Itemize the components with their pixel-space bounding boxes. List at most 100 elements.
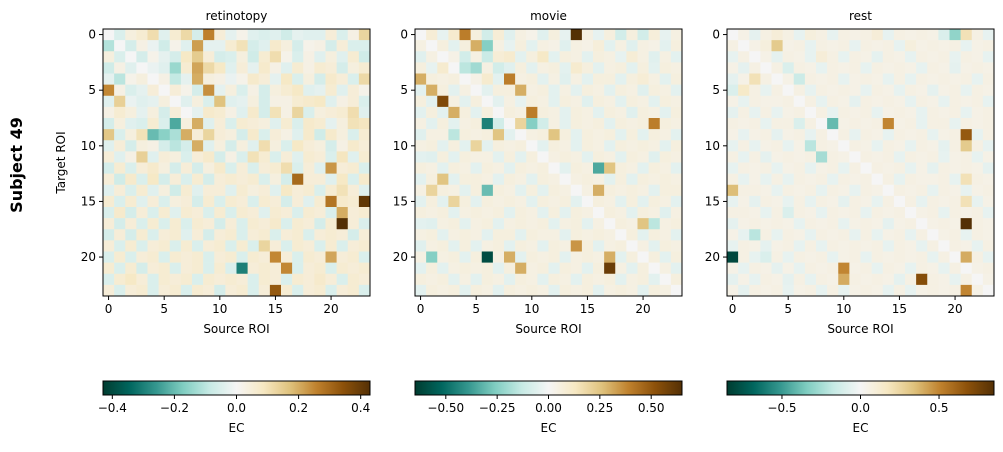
heatmap-cell (581, 184, 594, 197)
heatmap-cell (793, 106, 806, 119)
heatmap-cell (526, 240, 538, 252)
heatmap-cell (871, 262, 884, 275)
heatmap-cell (281, 184, 293, 197)
heatmap-cell (905, 29, 917, 41)
heatmap-cell (292, 106, 304, 119)
heatmap-cell (437, 106, 449, 119)
heatmap-cell (203, 284, 215, 297)
heatmap-cell (114, 207, 126, 219)
heatmap-cell (581, 151, 594, 163)
heatmap-cell (325, 73, 337, 85)
heatmap-cell (169, 207, 182, 219)
heatmap-cell (347, 195, 360, 208)
heatmap-cell (916, 95, 928, 108)
heatmap-cell (637, 118, 649, 130)
heatmap-cell (670, 240, 683, 252)
heatmap-cell (782, 184, 795, 197)
heatmap-cell (637, 284, 649, 297)
heatmap-cell (269, 195, 282, 208)
heatmap-cell (426, 284, 438, 297)
heatmap-cell (192, 173, 204, 186)
heatmap-cell (180, 106, 193, 119)
heatmap-cell (659, 184, 672, 197)
heatmap-cell (481, 118, 494, 130)
heatmap-cell (593, 251, 605, 263)
heatmap-cell (225, 251, 237, 263)
heatmap-cell (214, 151, 226, 163)
heatmap-cell (816, 240, 828, 252)
heatmap-cell (415, 140, 427, 152)
heatmap-cell (415, 218, 427, 230)
heatmap-cell (481, 207, 494, 219)
heatmap-cell (292, 129, 304, 141)
heatmap-cell (637, 195, 649, 208)
x-axis-label: Source ROI (827, 322, 893, 336)
heatmap-cell (147, 73, 159, 85)
heatmap-cell (158, 262, 171, 275)
heatmap-cell (314, 73, 326, 85)
heatmap-cell (214, 251, 226, 263)
heatmap-cell (515, 218, 527, 230)
heatmap-cell (214, 218, 226, 230)
heatmap-cell (749, 240, 761, 252)
heatmap-cell (103, 273, 115, 286)
heatmap-cell (136, 140, 148, 152)
heatmap-cell (971, 84, 984, 97)
heatmap-cell (615, 151, 627, 163)
heatmap-cell (336, 207, 349, 219)
heatmap-cell (860, 40, 872, 52)
heatmap-cell (325, 40, 337, 52)
heatmap-cell (727, 240, 739, 252)
heatmap-cell (192, 284, 204, 297)
heatmap-cell (648, 140, 661, 152)
colorbar-tick-label: 0.2 (289, 401, 308, 415)
heatmap-cell (136, 29, 148, 41)
heatmap-cell (281, 106, 293, 119)
heatmap-cell (203, 140, 215, 152)
heatmap-cell (738, 229, 750, 241)
heatmap-cell (749, 151, 761, 163)
heatmap-cell (303, 273, 315, 286)
heatmap-cell (437, 207, 449, 219)
heatmap-cell (426, 106, 438, 119)
heatmap-cell (604, 29, 616, 41)
heatmap-cell (771, 284, 783, 297)
heatmap-cell (570, 262, 583, 275)
heatmap-cell (749, 118, 761, 130)
heatmap-cell (548, 129, 560, 141)
heatmap-cell (615, 84, 627, 97)
heatmap-cell (437, 129, 449, 141)
heatmap-cell (570, 62, 583, 74)
heatmap-cell (303, 284, 315, 297)
heatmap-cell (180, 151, 193, 163)
heatmap-cell (637, 84, 649, 97)
heatmap-cell (504, 273, 516, 286)
heatmap-cell (136, 229, 148, 241)
heatmap-cell (838, 151, 850, 163)
heatmap-cell (727, 51, 739, 63)
heatmap-cell (515, 284, 527, 297)
heatmap-cell (727, 140, 739, 152)
heatmap-cell (303, 84, 315, 97)
heatmap-cell (314, 218, 326, 230)
heatmap-cell (604, 218, 616, 230)
heatmap-cell (314, 84, 326, 97)
heatmap-cell (782, 62, 795, 74)
heatmap-cell (548, 162, 560, 174)
heatmap-cell (437, 273, 449, 286)
heatmap-cell (180, 51, 193, 63)
heatmap-cell (871, 84, 884, 97)
heatmap-cell (136, 195, 148, 208)
heatmap-cell (281, 40, 293, 52)
heatmap-cell (581, 29, 594, 41)
heatmap-cell (281, 284, 293, 297)
heatmap-cell (192, 51, 204, 63)
heatmap-cell (838, 273, 850, 286)
heatmap-cell (670, 229, 683, 241)
heatmap-cell (336, 140, 349, 152)
heatmap-cell (927, 273, 939, 286)
heatmap-cell (559, 229, 572, 241)
heatmap-cell (214, 162, 226, 174)
heatmap-cell (882, 73, 895, 85)
heatmap-cell (727, 40, 739, 52)
